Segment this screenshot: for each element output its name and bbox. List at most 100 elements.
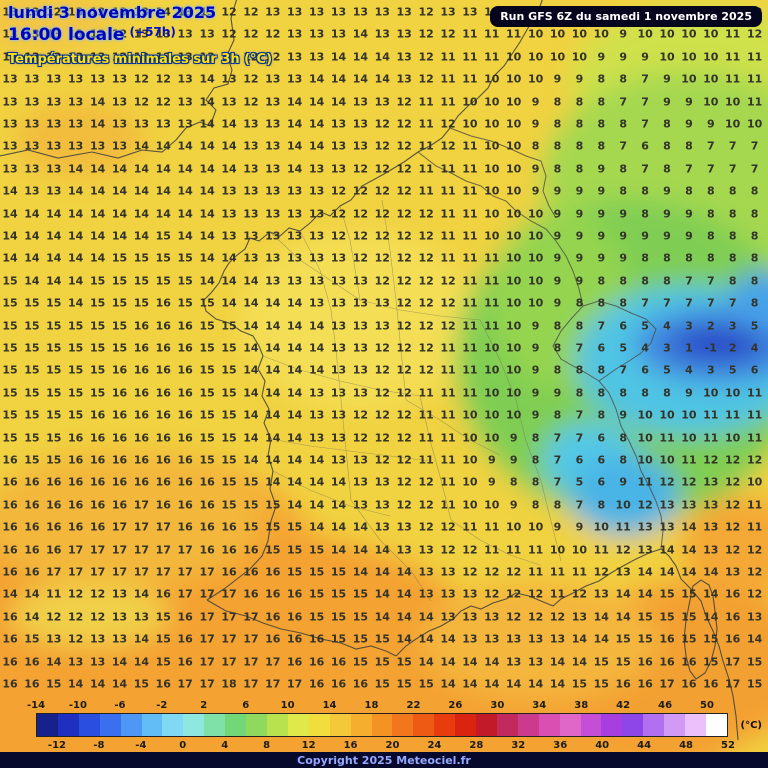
temp-value: 13 xyxy=(2,27,18,41)
temp-value: 15 xyxy=(571,677,588,691)
temp-value: 13 xyxy=(527,632,544,646)
temp-value: 14 xyxy=(177,139,193,153)
temp-value: 15 xyxy=(155,251,171,265)
scale-cell xyxy=(183,714,205,736)
temp-value: 14 xyxy=(330,72,347,86)
temp-value: 13 xyxy=(89,5,106,19)
temp-value: 15 xyxy=(46,341,62,355)
temp-value: 12 xyxy=(418,475,434,489)
temp-value: 14 xyxy=(199,95,215,109)
temp-value: 12 xyxy=(396,408,412,422)
temp-value: 12 xyxy=(374,408,390,422)
temp-value: 15 xyxy=(659,587,675,601)
temp-value: 16 xyxy=(308,677,325,691)
temp-value: 15 xyxy=(2,274,18,288)
scale-cell xyxy=(559,714,581,736)
temp-value: 12 xyxy=(418,341,434,355)
scale-cell xyxy=(308,714,330,736)
temp-value: 16 xyxy=(68,498,84,512)
temp-value: 9 xyxy=(531,408,540,422)
temp-value: 15 xyxy=(221,319,237,333)
temp-value: 15 xyxy=(352,632,369,646)
temp-value: 11 xyxy=(462,207,478,221)
temp-value: 8 xyxy=(553,117,562,131)
temp-value: 13 xyxy=(418,543,434,557)
temp-value: 8 xyxy=(597,117,606,131)
scale-label: 4 xyxy=(221,740,229,751)
temp-value: 17 xyxy=(199,565,215,579)
temp-value: 11 xyxy=(440,431,456,445)
temp-value: 17 xyxy=(221,587,237,601)
temp-value: 7 xyxy=(706,162,715,176)
temp-value: 9 xyxy=(597,162,606,176)
temp-value: 14 xyxy=(243,453,259,467)
temp-value: 16 xyxy=(24,655,40,669)
temp-value: 13 xyxy=(89,50,106,64)
scale-cell xyxy=(78,714,100,736)
temp-value: 12 xyxy=(352,184,369,198)
temp-value: 14 xyxy=(265,475,281,489)
scale-cell xyxy=(246,714,267,736)
temp-value: 12 xyxy=(374,117,390,131)
temp-value: 12 xyxy=(374,341,390,355)
temp-value: 15 xyxy=(68,386,84,400)
temp-value: 7 xyxy=(553,453,562,467)
temp-value: 16 xyxy=(155,341,171,355)
temp-value: 11 xyxy=(615,520,631,534)
temp-value: 12 xyxy=(352,162,369,176)
temp-value: 16 xyxy=(287,610,303,624)
temp-value: 17 xyxy=(199,655,215,669)
scale-cell xyxy=(413,714,435,736)
temp-value: 8 xyxy=(575,319,584,333)
temp-value: 13 xyxy=(265,229,281,243)
temp-value: 7 xyxy=(728,296,737,310)
temp-value: 14 xyxy=(308,341,325,355)
temp-value: 15 xyxy=(111,341,128,355)
temp-value: 11 xyxy=(549,565,566,579)
temp-value: 12 xyxy=(243,50,259,64)
temp-value: 10 xyxy=(506,162,522,176)
temp-value: 12 xyxy=(46,5,62,19)
temp-value: 17 xyxy=(265,677,281,691)
temp-value: 16 xyxy=(287,632,303,646)
temp-value: 11 xyxy=(440,363,456,377)
temp-value: 12 xyxy=(527,610,544,624)
temp-value: 12 xyxy=(133,95,150,109)
temp-value: 16 xyxy=(133,475,150,489)
temp-value: 16 xyxy=(155,386,171,400)
temp-value: 13 xyxy=(330,319,347,333)
temp-value: 15 xyxy=(265,520,281,534)
temp-value: 7 xyxy=(750,162,759,176)
temp-value: 13 xyxy=(374,296,390,310)
temp-value: 15 xyxy=(308,543,325,557)
temp-value: 10 xyxy=(725,95,741,109)
temp-value: 14 xyxy=(199,251,215,265)
scale-label: 12 xyxy=(301,740,316,751)
temp-value: 13 xyxy=(308,408,325,422)
temp-value: 8 xyxy=(553,139,562,153)
temp-value: 8 xyxy=(663,386,671,400)
temp-value: 14 xyxy=(177,184,193,198)
temp-value: 8 xyxy=(509,475,518,489)
temp-value: 8 xyxy=(750,207,759,221)
temp-value: 16 xyxy=(615,677,631,691)
temp-value: 9 xyxy=(553,296,562,310)
temp-value: 9 xyxy=(531,319,540,333)
temp-value: 15 xyxy=(2,363,18,377)
temp-value: 11 xyxy=(418,117,434,131)
temp-value: 15 xyxy=(89,319,106,333)
temp-value: 8 xyxy=(575,95,584,109)
temp-value: 10 xyxy=(484,229,500,243)
scale-labels-top: -14 -10 -6 -2 2 6 10 14 18 22 26 30 34 38 42 46 50 xyxy=(27,700,728,711)
temp-value: 6 xyxy=(597,431,606,445)
temperature-color-field xyxy=(0,0,768,752)
temp-value: 12 xyxy=(396,363,412,377)
temp-value: 6 xyxy=(641,139,649,153)
temp-value: 16 xyxy=(221,543,237,557)
temp-value: 17 xyxy=(177,543,193,557)
valid-date: lundi 3 novembre 2025 xyxy=(8,3,217,22)
temp-value: 14 xyxy=(155,207,171,221)
temp-value: 15 xyxy=(2,408,18,422)
temp-value: 12 xyxy=(725,520,741,534)
